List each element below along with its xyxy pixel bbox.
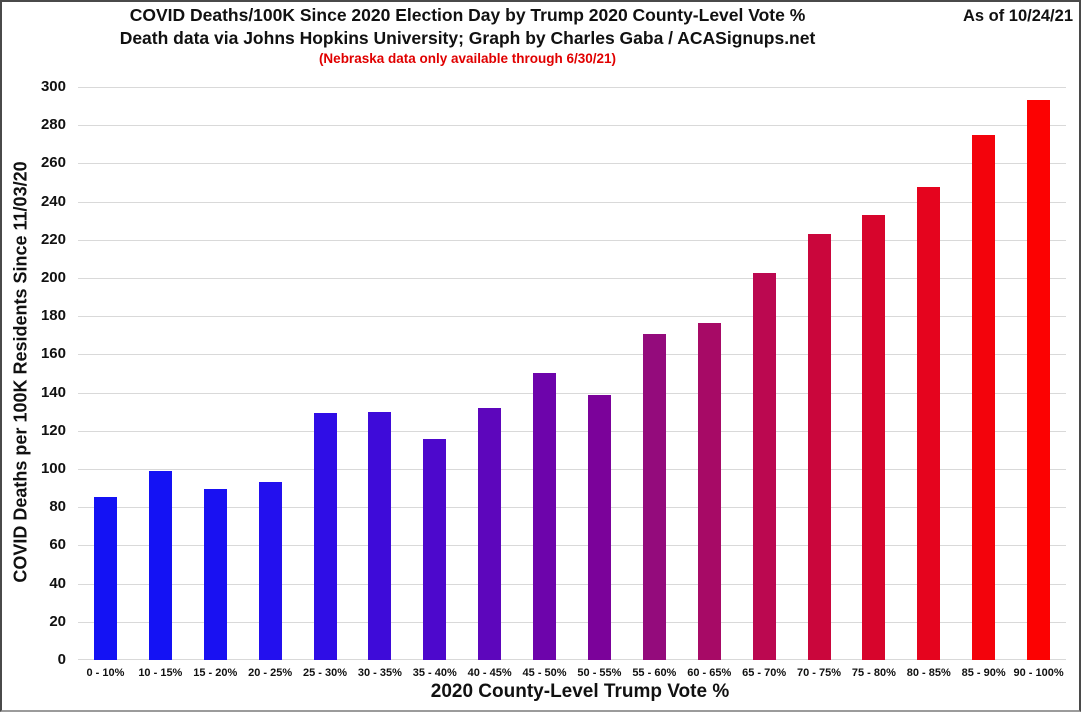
x-tick-label-90-100%: 90 - 100% [1013, 667, 1064, 679]
x-tick-label-75-80%: 75 - 80% [851, 667, 896, 679]
y-tick-label-0: 0 [57, 651, 66, 668]
bar-15-20% [203, 489, 227, 660]
y-tick-label-20: 20 [49, 612, 66, 630]
bar-30-35% [368, 411, 392, 660]
bar-55-60% [642, 334, 666, 660]
as-of-date: As of 10/24/21 [962, 7, 1073, 25]
gridline-240 [78, 201, 1066, 203]
x-tick-label-55-60%: 55 - 60% [632, 667, 677, 679]
chart-header: COVID Deaths/100K Since 2020 Election Da… [0, 4, 935, 68]
x-tick-label-30-35%: 30 - 35% [357, 667, 402, 679]
bar-80-85% [917, 187, 941, 660]
y-tick-label-80: 80 [49, 498, 66, 516]
x-tick-label-0-10%: 0 - 10% [86, 667, 125, 679]
bar-40-45% [478, 407, 502, 660]
x-tick-label-85-90%: 85 - 90% [961, 667, 1006, 679]
x-tick-label-60-65%: 60 - 65% [687, 667, 732, 679]
gridline-0 [78, 659, 1066, 660]
gridline-200 [78, 278, 1066, 279]
gridline-140 [78, 392, 1066, 394]
y-tick-label-100: 100 [40, 460, 66, 477]
y-tick-label-280: 280 [40, 116, 66, 134]
gridline-20 [78, 621, 1066, 623]
x-tick-label-25-30%: 25 - 30% [302, 667, 348, 679]
x-tick-label-40-45%: 40 - 45% [467, 667, 512, 679]
x-tick-label-10-15%: 10 - 15% [138, 667, 183, 679]
y-tick-label-300: 300 [40, 78, 66, 95]
x-tick-label-45-50%: 45 - 50% [522, 667, 567, 679]
x-axis-title: 2020 County-Level Trump Vote % [430, 681, 730, 702]
x-tick-label-65-70%: 65 - 70% [742, 667, 787, 679]
y-tick-label-60: 60 [49, 536, 66, 554]
y-axis-title: COVID Deaths per 100K Residents Since 11… [10, 161, 31, 583]
bar-70-75% [807, 234, 831, 660]
gridline-100 [78, 469, 1066, 470]
y-tick-label-120: 120 [40, 421, 66, 439]
bar-20-25% [258, 482, 282, 660]
y-tick-label-240: 240 [40, 192, 66, 210]
gridline-120 [78, 430, 1066, 432]
bar-25-30% [313, 412, 337, 660]
bar-85-90% [972, 134, 996, 660]
gridline-280 [78, 125, 1066, 127]
y-tick-label-200: 200 [40, 269, 66, 286]
x-tick-label-50-55%: 50 - 55% [577, 667, 622, 679]
y-tick-label-260: 260 [40, 154, 66, 172]
bar-65-70% [752, 273, 776, 660]
bar-50-55% [587, 394, 611, 660]
bar-75-80% [862, 214, 886, 660]
gridline-160 [78, 354, 1066, 356]
x-tick-label-70-75%: 70 - 75% [796, 667, 842, 679]
nebraska-note: (Nebraska data only available through 6/… [318, 51, 617, 66]
chart-subtitle: Death data via Johns Hopkins University;… [119, 28, 816, 48]
x-tick-label-15-20%: 15 - 20% [193, 667, 238, 679]
gridline-300 [78, 87, 1066, 88]
y-tick-label-220: 220 [40, 230, 66, 248]
bar-0-10% [93, 496, 117, 660]
y-tick-label-160: 160 [40, 345, 66, 363]
gridline-80 [78, 507, 1066, 509]
bar-10-15% [148, 470, 172, 660]
bar-45-50% [533, 372, 557, 660]
plot-area [78, 87, 1066, 660]
bar-60-65% [697, 322, 721, 660]
x-tick-label-35-40%: 35 - 40% [412, 667, 457, 679]
x-tick-label-20-25%: 20 - 25% [248, 667, 293, 679]
gridline-220 [78, 239, 1066, 241]
x-tick-label-80-85%: 80 - 85% [906, 667, 951, 679]
gridline-40 [78, 583, 1066, 585]
bar-35-40% [423, 439, 447, 660]
y-tick-label-180: 180 [40, 307, 66, 325]
bar-90-100% [1027, 100, 1051, 660]
y-tick-label-40: 40 [49, 574, 66, 592]
gridline-180 [78, 316, 1066, 318]
y-tick-label-140: 140 [40, 383, 66, 401]
chart-title: COVID Deaths/100K Since 2020 Election Da… [129, 5, 806, 25]
gridline-60 [78, 545, 1066, 547]
gridline-260 [78, 163, 1066, 165]
